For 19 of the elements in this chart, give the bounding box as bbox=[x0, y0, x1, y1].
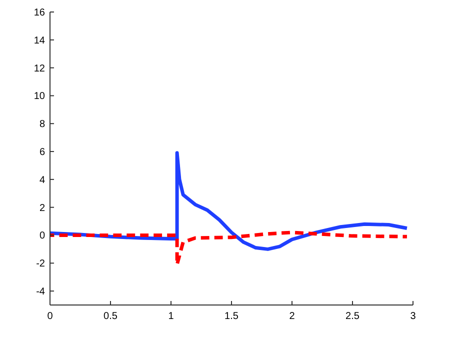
y-tick-label: 8 bbox=[39, 119, 46, 130]
line-series bbox=[48, 230, 409, 266]
y-tick-label: 16 bbox=[34, 8, 46, 18]
y-tick-label: 10 bbox=[34, 91, 46, 102]
y-tick-label: 4 bbox=[39, 174, 46, 186]
y-tick-label: -2 bbox=[36, 258, 46, 270]
x-tick-label: 2 bbox=[289, 311, 296, 322]
x-tick-label: 3 bbox=[410, 311, 416, 322]
x-tick-label: 1 bbox=[168, 311, 174, 322]
y-tick-label: -4 bbox=[36, 286, 46, 298]
y-tick-label: 2 bbox=[39, 202, 46, 214]
y-tick-label: 0 bbox=[39, 230, 46, 242]
x-tick-label: 0.5 bbox=[104, 311, 118, 322]
y-tick-label: 12 bbox=[34, 63, 46, 74]
x-tick-label: 0 bbox=[47, 311, 54, 322]
y-tick-label: 6 bbox=[39, 147, 46, 158]
y-tick-label: 14 bbox=[34, 35, 46, 46]
x-tick-label: 2.5 bbox=[346, 311, 360, 322]
x-tick-label: 1.5 bbox=[224, 311, 239, 322]
